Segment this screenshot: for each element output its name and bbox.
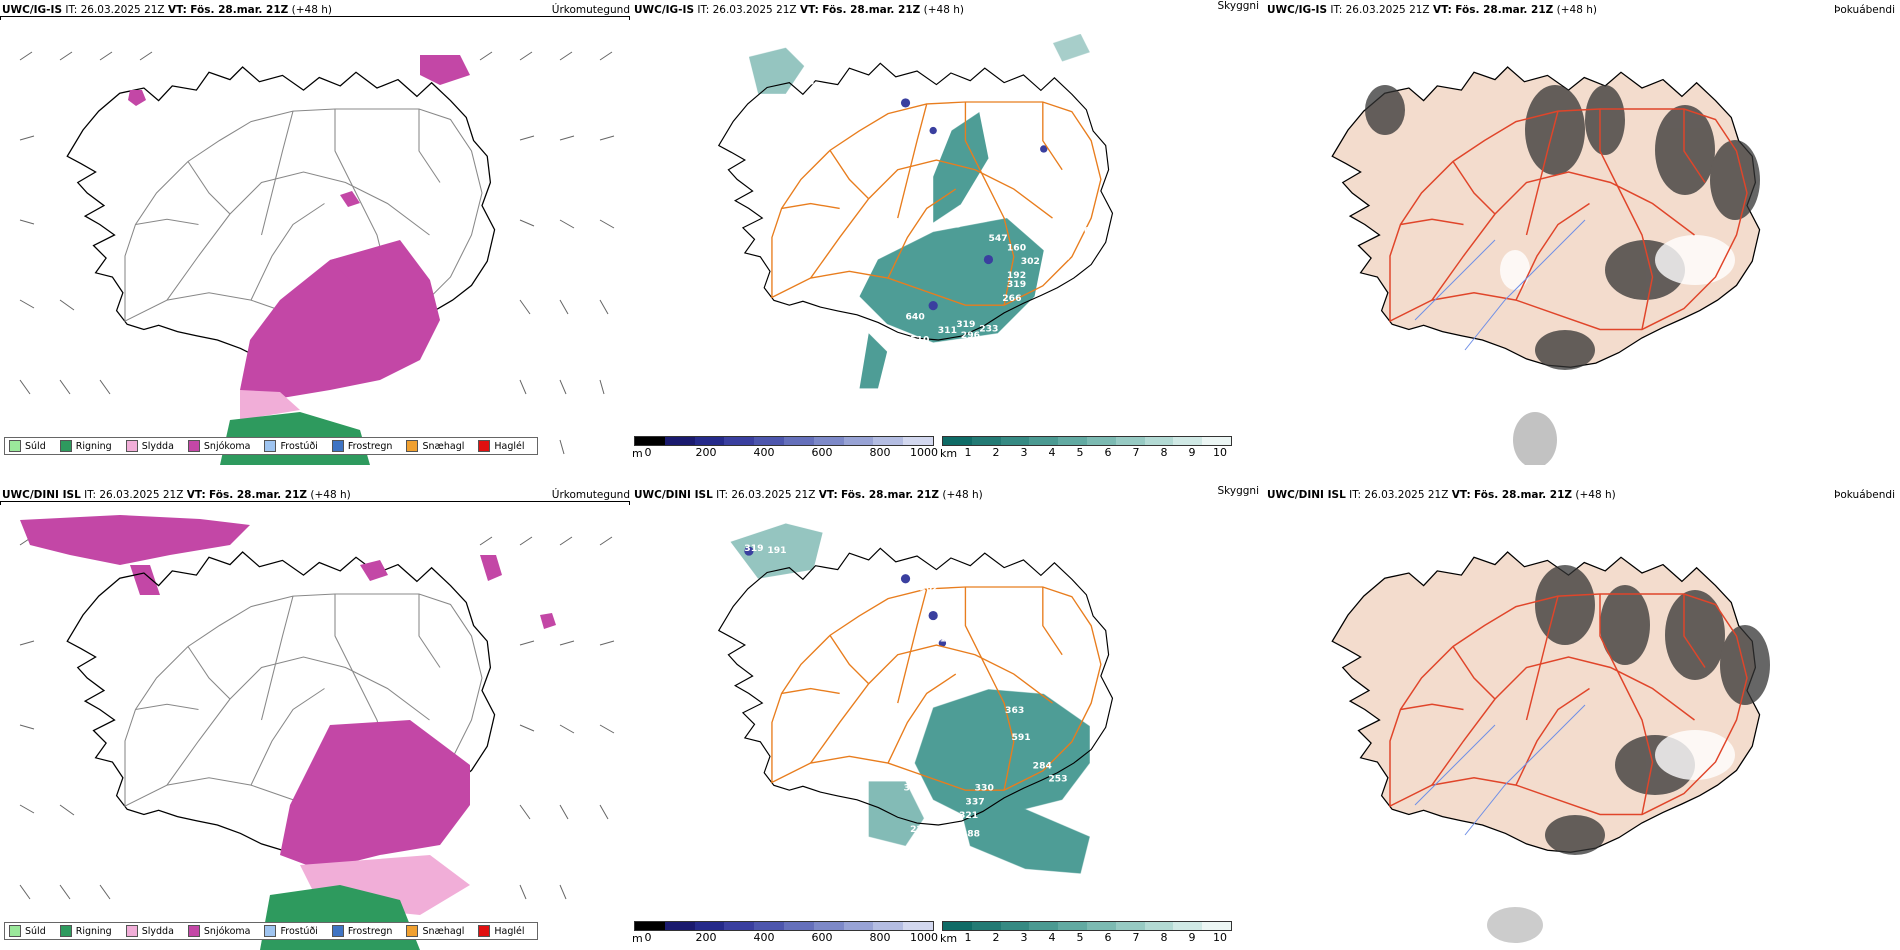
height-colorbar: m 0 200 400 600 800 1000: [632, 921, 938, 945]
cloud-label: 337: [1053, 252, 1072, 263]
panel-title: Þokuábendi: [1834, 489, 1895, 501]
cloud-label: 640: [906, 311, 925, 322]
cloud-label: 87: [887, 381, 900, 392]
cloud-label: 129: [942, 219, 961, 230]
cloud-label: 330: [975, 783, 994, 794]
cloud-label: 363: [1005, 705, 1024, 716]
cloud-label: 96: [869, 856, 882, 867]
panel-title: Þokuábendi: [1834, 4, 1895, 16]
cloud-label: 284: [1033, 761, 1052, 772]
cloud-label: 547: [988, 233, 1007, 244]
cloud-map: 319 191 255 262 148 218 363 591 284 253 …: [656, 505, 1238, 915]
cloud-label: 222: [910, 824, 929, 835]
cloud-label: 294: [993, 161, 1012, 172]
cloud-label: 148: [896, 608, 915, 619]
panel-title: Úrkomutegund: [551, 489, 630, 501]
legend-item: Snjókoma: [187, 440, 250, 452]
legend-item: Frostúði: [264, 925, 318, 937]
panel-header: UWC/IG-IS IT: 26.03.2025 21Z VT: Fös. 28…: [1267, 4, 1597, 16]
legend-item: Haglél: [478, 440, 525, 452]
cloud-label: 190: [1071, 226, 1090, 237]
fog-map: [1265, 20, 1895, 465]
panel-fog-row2: UWC/DINI ISL IT: 26.03.2025 21Z VT: Fös.…: [1265, 485, 1895, 950]
legend-item: Frostúði: [264, 440, 318, 452]
cloud-label: 319: [744, 543, 763, 554]
cloud-label: 591: [1011, 732, 1030, 743]
legend-item: Haglél: [478, 925, 525, 937]
legend-item: Frostregn: [331, 440, 392, 452]
cloud-label: 319: [1007, 279, 1026, 290]
cloud-label: 296: [961, 330, 980, 341]
panel-title: Skyggni: [1217, 0, 1260, 12]
cloud-label: 378: [904, 783, 923, 794]
cloud-label: 266: [1002, 293, 1021, 304]
height-colorbar: m 0 200 400 600 800 1000: [632, 436, 938, 460]
panel-fog-row1: UWC/IG-IS IT: 26.03.2025 21Z VT: Fös. 28…: [1265, 0, 1895, 465]
cloud-label: 192: [1007, 270, 1026, 281]
cloud-label: 160: [1007, 242, 1026, 253]
legend-item: Frostregn: [331, 925, 392, 937]
legend-item: Snæhagl: [406, 925, 464, 937]
ptype-legend: Súld Rigning Slydda Snjókoma Frostúði Fr…: [4, 437, 538, 455]
cloud-label: 416: [1044, 307, 1063, 318]
cloud-label: 329: [942, 346, 961, 357]
cloud-label: 218: [933, 633, 952, 644]
cloud-label: 302: [1021, 256, 1040, 267]
cloud-label: 319: [956, 319, 975, 330]
legend-item: Súld: [9, 440, 46, 452]
cloud-label: 349: [933, 360, 952, 371]
legend-item: Rigning: [59, 925, 112, 937]
panel-title: Úrkomutegund: [551, 4, 630, 16]
ptype-legend: Súld Rigning Slydda Snjókoma Frostúði Fr…: [4, 922, 538, 940]
panel-header: UWC/DINI ISL IT: 26.03.2025 21Z VT: Fös.…: [1267, 489, 1616, 501]
precip-map: [0, 505, 630, 950]
cloud-label: 262: [919, 583, 938, 594]
visibility-colorbar: km 1 2 3 4 5 6 7 8 9 10: [940, 436, 1232, 460]
cloud-label: 191: [767, 545, 786, 556]
legend-item: Snjókoma: [187, 925, 250, 937]
cloud-label: 510: [910, 334, 929, 345]
panel-cloud-row2: UWC/DINI ISL IT: 26.03.2025 21Z VT: Fös.…: [632, 485, 1262, 950]
cloud-label: 253: [1048, 773, 1067, 784]
legend-item: Rigning: [59, 440, 112, 452]
panel-header: UWC/IG-IS IT: 26.03.2025 21Z VT: Fös. 28…: [634, 4, 964, 16]
cloud-label: 337: [965, 796, 984, 807]
panel-precip-row2: UWC/DINI ISL IT: 26.03.2025 21Z VT: Fös.…: [0, 485, 630, 950]
panel-title: Skyggni: [1217, 485, 1260, 497]
legend-item: Slydda: [125, 440, 174, 452]
panel-header: UWC/DINI ISL IT: 26.03.2025 21Z VT: Fös.…: [634, 489, 983, 501]
cloud-label: 321: [959, 810, 978, 821]
legend-item: Súld: [9, 925, 46, 937]
legend-item: Slydda: [125, 925, 174, 937]
panel-header: UWC/DINI ISL IT: 26.03.2025 21Z VT: Fös.…: [2, 489, 351, 501]
cloud-map: 188 129 294 547 160 302 192 266 337 190 …: [656, 20, 1238, 430]
precip-map: [0, 20, 630, 465]
cloud-label: 967: [956, 364, 975, 375]
cloud-label: 311: [938, 325, 957, 336]
cloud-label: 288: [961, 829, 980, 840]
cloud-label: 188: [795, 76, 814, 87]
cloud-label: 233: [979, 323, 998, 334]
visibility-colorbar: km 1 2 3 4 5 6 7 8 9 10: [940, 921, 1232, 945]
fog-map: [1265, 505, 1895, 950]
legend-item: Snæhagl: [406, 440, 464, 452]
panel-cloud-row1: UWC/IG-IS IT: 26.03.2025 21Z VT: Fös. 28…: [632, 0, 1262, 465]
panel-header: UWC/IG-IS IT: 26.03.2025 21Z VT: Fös. 28…: [2, 4, 332, 16]
panel-precip-row1: UWC/IG-IS IT: 26.03.2025 21Z VT: Fös. 28…: [0, 0, 630, 465]
cloud-label: 255: [896, 583, 915, 594]
